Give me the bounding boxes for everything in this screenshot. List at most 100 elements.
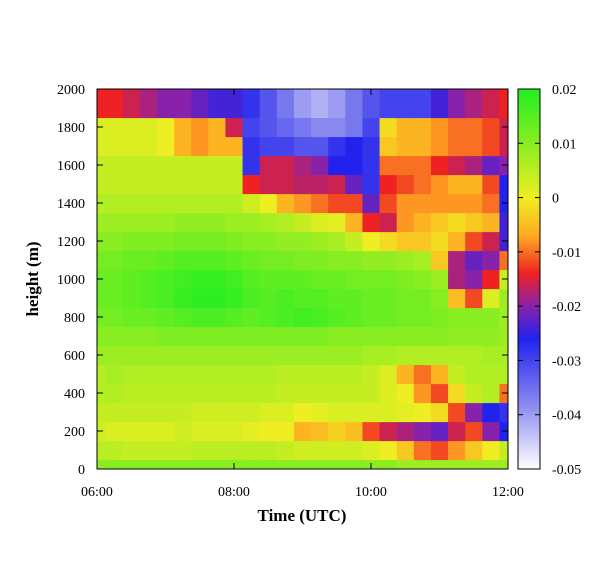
- heatmap-cell: [139, 307, 158, 328]
- heatmap-cell: [105, 250, 124, 271]
- heatmap-cell: [122, 98, 141, 119]
- heatmap-cell: [345, 440, 364, 461]
- heatmap-cell: [345, 421, 364, 442]
- heatmap-cell: [328, 231, 346, 252]
- heatmap-cell: [97, 174, 107, 195]
- heatmap-cell: [345, 136, 364, 157]
- heatmap-cell: [362, 421, 381, 442]
- heatmap-cell: [259, 383, 278, 404]
- heatmap-cell: [97, 326, 107, 347]
- heatmap-cell: [311, 345, 329, 366]
- heatmap-cell: [448, 89, 466, 100]
- heatmap-cell: [465, 440, 483, 461]
- heatmap-cell: [430, 307, 449, 328]
- heatmap-cell: [293, 345, 312, 366]
- heatmap-cell: [345, 193, 364, 214]
- heatmap-cell: [122, 250, 141, 271]
- y-tick-label: 200: [64, 425, 85, 440]
- heatmap-cell: [97, 136, 107, 157]
- heatmap-cell: [276, 383, 295, 404]
- heatmap-cell: [293, 421, 312, 442]
- heatmap-cell: [208, 440, 227, 461]
- heatmap-cell: [499, 364, 508, 385]
- heatmap-cell: [482, 269, 501, 290]
- heatmap-cell: [139, 288, 158, 309]
- heatmap-cell: [396, 459, 415, 469]
- heatmap-cell: [396, 117, 415, 138]
- heatmap-cell: [208, 383, 227, 404]
- heatmap-cell: [191, 98, 209, 119]
- heatmap-cell: [465, 155, 483, 176]
- heatmap-cell: [259, 89, 278, 100]
- heatmap-cell: [345, 269, 364, 290]
- heatmap-cell: [191, 269, 209, 290]
- heatmap-cell: [413, 250, 432, 271]
- heatmap-cell: [345, 307, 364, 328]
- heatmap-cell: [499, 89, 508, 100]
- heatmap-cell: [122, 117, 141, 138]
- heatmap-cell: [97, 364, 107, 385]
- heatmap-cell: [328, 402, 346, 423]
- colorbar-tick-label: -0.03: [552, 354, 581, 369]
- heatmap-cell: [242, 364, 261, 385]
- heatmap-cell: [122, 193, 141, 214]
- heatmap-cell: [311, 459, 329, 469]
- heatmap-cell: [362, 269, 381, 290]
- heatmap-cell: [276, 345, 295, 366]
- heatmap-cell: [379, 421, 398, 442]
- heatmap-cell: [379, 117, 398, 138]
- heatmap-cell: [311, 117, 329, 138]
- heatmap-cell: [259, 212, 278, 233]
- heatmap-cell: [174, 174, 192, 195]
- heatmap-cell: [97, 250, 107, 271]
- heatmap-cell: [448, 212, 466, 233]
- heatmap-cell: [448, 383, 466, 404]
- heatmap-cell: [225, 288, 244, 309]
- heatmap-cell: [448, 307, 466, 328]
- heatmap-cell: [191, 288, 209, 309]
- heatmap-cell: [276, 364, 295, 385]
- heatmap-cell: [191, 212, 209, 233]
- heatmap-cell: [328, 326, 346, 347]
- heatmap-cell: [276, 231, 295, 252]
- heatmap-cell: [465, 136, 483, 157]
- heatmap-cell: [105, 193, 124, 214]
- heatmap-cell: [328, 155, 346, 176]
- heatmap-cell: [345, 98, 364, 119]
- heatmap-cell: [225, 307, 244, 328]
- heatmap-cell: [242, 98, 261, 119]
- heatmap-cell: [430, 383, 449, 404]
- heatmap-cell: [362, 250, 381, 271]
- heatmap-cell: [379, 307, 398, 328]
- heatmap-cell: [465, 231, 483, 252]
- heatmap-cell: [448, 421, 466, 442]
- heatmap-cell: [174, 212, 192, 233]
- heatmap-cell: [276, 307, 295, 328]
- heatmap-cell: [259, 250, 278, 271]
- heatmap-cell: [242, 231, 261, 252]
- heatmap-cell: [362, 212, 381, 233]
- heatmap-cell: [208, 288, 227, 309]
- heatmap-cell: [156, 326, 175, 347]
- heatmap-cell: [379, 250, 398, 271]
- heatmap-cell: [293, 212, 312, 233]
- heatmap-cell: [225, 231, 244, 252]
- heatmap-cell: [97, 288, 107, 309]
- heatmap-cell: [191, 117, 209, 138]
- heatmap-cell: [396, 174, 415, 195]
- y-tick-label: 400: [64, 387, 85, 402]
- heatmap-cell: [430, 421, 449, 442]
- heatmap-cell: [208, 250, 227, 271]
- heatmap-cell: [413, 155, 432, 176]
- heatmap-cell: [105, 174, 124, 195]
- heatmap-cell: [242, 402, 261, 423]
- heatmap-cell: [448, 136, 466, 157]
- heatmap-cell: [465, 421, 483, 442]
- heatmap-cell: [499, 459, 508, 469]
- heatmap-cell: [225, 364, 244, 385]
- heatmap-cell: [122, 326, 141, 347]
- heatmap-cell: [345, 231, 364, 252]
- heatmap-cell: [208, 364, 227, 385]
- heatmap-cell: [396, 269, 415, 290]
- heatmap-cell: [465, 345, 483, 366]
